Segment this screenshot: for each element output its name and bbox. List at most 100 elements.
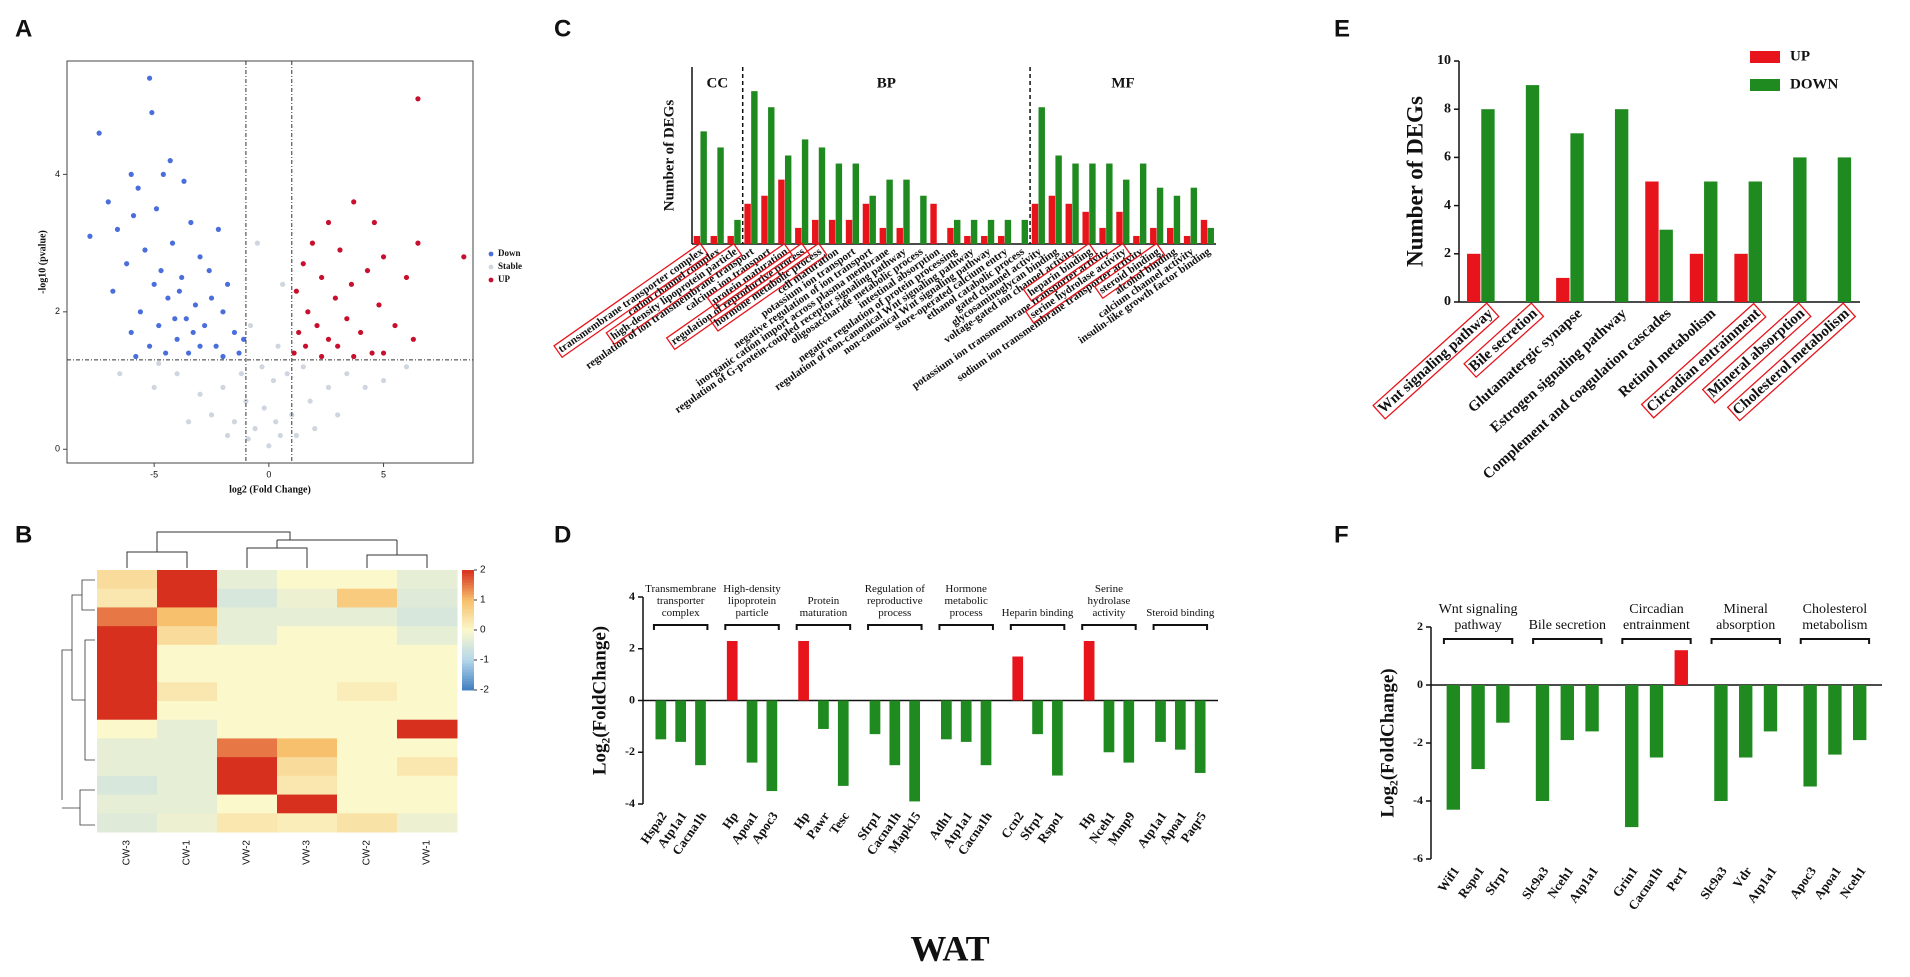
label-box [1022, 242, 1098, 302]
bar [695, 700, 706, 766]
group-bracket [1532, 638, 1603, 644]
point [273, 419, 279, 425]
bar [1614, 109, 1629, 302]
y-tick-label: 2 [629, 641, 635, 655]
bar [879, 227, 887, 244]
point [146, 75, 153, 81]
bar [930, 203, 937, 244]
point [142, 247, 148, 253]
heat-cell [337, 663, 398, 683]
point [362, 384, 368, 391]
column-label: CW-2 [362, 840, 373, 866]
group-label: Transmembrane transporter complex [645, 582, 717, 619]
point [114, 226, 121, 232]
point [130, 213, 137, 219]
bar [1560, 685, 1574, 741]
colorbar-segment [462, 576, 474, 580]
point [231, 419, 238, 425]
heat-cell [217, 775, 278, 796]
bar [1704, 181, 1718, 302]
bar [1649, 685, 1664, 758]
column-label: VW-1 [422, 840, 433, 865]
bar [761, 195, 768, 244]
heat-cell [97, 701, 158, 721]
heat-cell [217, 701, 278, 721]
bar [1739, 685, 1753, 758]
bar [700, 131, 707, 244]
point [392, 322, 398, 329]
y-axis-label: Log₂(FoldChange) [589, 626, 610, 775]
point [332, 295, 338, 301]
y-axis-label: -log10 (pvalue) [37, 230, 48, 294]
point [197, 343, 203, 349]
bar [726, 640, 738, 701]
group-bracket [1081, 624, 1137, 630]
bar [1173, 195, 1181, 244]
group-label-box: Circadian entrainment [1623, 602, 1690, 632]
bar [845, 219, 853, 244]
heat-cell [97, 626, 158, 646]
heat-cell [277, 757, 338, 777]
heat-cell [277, 607, 338, 627]
heat-cell [217, 682, 278, 702]
bar [1190, 187, 1198, 244]
colorbar-label: -1 [480, 655, 489, 666]
panel-label: F [1334, 521, 1349, 548]
dendrogram-left [61, 579, 95, 826]
panel-label: D [554, 521, 571, 548]
colorbar-segment [462, 615, 474, 619]
legend-marker [488, 264, 494, 270]
heat-cell [157, 607, 218, 627]
section-label: MF [1111, 75, 1134, 91]
bar [812, 219, 819, 244]
bar [655, 700, 667, 740]
colorbar-segment [462, 573, 474, 577]
bar [837, 700, 849, 786]
heat-cell [97, 719, 158, 739]
point [208, 295, 215, 301]
section-label: BP [877, 75, 896, 91]
point [351, 199, 357, 205]
point [351, 353, 357, 360]
point [247, 322, 254, 329]
group-label: Hormone metabolic process [944, 582, 988, 619]
bar [1139, 163, 1147, 244]
point [188, 219, 194, 226]
heat-cell [337, 813, 398, 833]
bar [784, 155, 792, 244]
column-label: CW-1 [182, 840, 193, 866]
bar [1099, 227, 1106, 244]
dendrogram-branch [126, 531, 428, 568]
point [238, 371, 244, 377]
heat-cell [277, 626, 338, 646]
point [158, 267, 164, 274]
plot-frame [66, 60, 474, 464]
bar [1174, 700, 1186, 750]
bar [1837, 157, 1852, 302]
heat-cell [97, 794, 158, 814]
group-label: Steroid binding [1146, 606, 1215, 619]
colorbar-segment [462, 612, 474, 616]
x-tick-label: 5 [381, 469, 386, 479]
point [128, 329, 134, 336]
heat-cell [97, 644, 158, 665]
heat-cell [277, 719, 338, 739]
group-label: Regulation of reproductive process [864, 582, 925, 619]
group-bracket [724, 624, 780, 630]
heat-cell [217, 813, 278, 833]
group-bracket [1621, 638, 1692, 644]
point [163, 350, 169, 356]
point [202, 322, 208, 329]
colorbar-segment [462, 597, 474, 601]
dendrogram-branch [61, 579, 95, 826]
point [293, 432, 299, 439]
point [252, 426, 258, 432]
label-box [665, 242, 811, 351]
point [176, 288, 182, 294]
heat-cell [157, 663, 218, 683]
bar [710, 235, 718, 244]
colorbar-segment [462, 639, 474, 643]
colorbar-segment [462, 687, 474, 691]
bar [744, 203, 751, 244]
group-bracket [652, 624, 709, 630]
